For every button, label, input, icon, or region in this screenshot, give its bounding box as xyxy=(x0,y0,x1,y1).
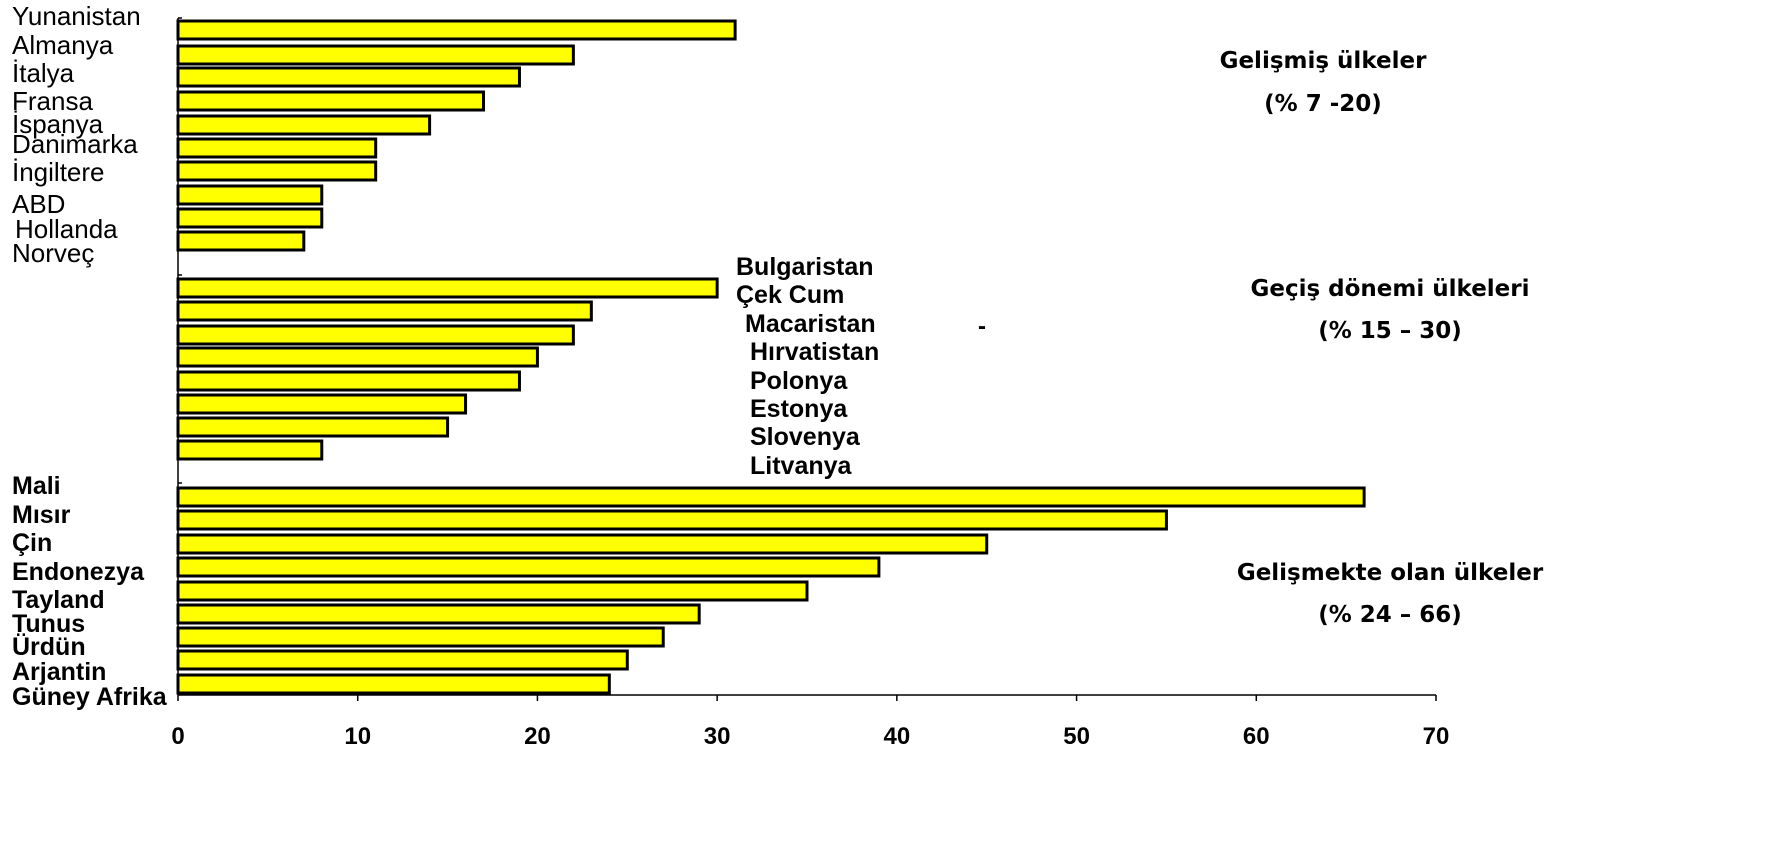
bar xyxy=(176,580,809,602)
group-title: Gelişmekte olan ülkeler xyxy=(1237,560,1544,586)
bar xyxy=(176,66,521,88)
bar xyxy=(176,300,593,322)
x-tick-label: 0 xyxy=(171,723,184,750)
category-label: Güney Afrika xyxy=(12,683,168,711)
category-label: Bulgaristan xyxy=(736,253,874,281)
category-label: Almanya xyxy=(12,30,114,60)
category-label: ABD xyxy=(12,189,65,219)
category-label: Endonezya xyxy=(12,558,145,586)
category-label: Estonya xyxy=(750,395,848,423)
category-label: Slovenya xyxy=(750,423,861,451)
category-label: Arjantin xyxy=(12,658,106,686)
category-label: Mali xyxy=(12,472,61,500)
category-label: Yunanistan xyxy=(12,1,141,31)
category-label: Litvanya xyxy=(750,452,853,480)
category-label: İspanya xyxy=(12,109,104,139)
bar xyxy=(176,207,324,229)
category-label: Çek Cum xyxy=(736,281,844,309)
category-label: Hollanda xyxy=(15,214,118,244)
category-label: Polonya xyxy=(750,367,848,395)
category-label: Ürdün xyxy=(12,632,86,661)
bar xyxy=(176,673,611,695)
category-label: Tunus xyxy=(12,610,85,638)
x-tick-label: 30 xyxy=(704,723,731,750)
x-tick-label: 50 xyxy=(1063,723,1090,750)
category-label: İngiltere xyxy=(12,157,105,187)
bar xyxy=(176,509,1168,531)
bar xyxy=(176,184,324,206)
category-label: Çin xyxy=(12,529,52,557)
bar xyxy=(176,160,378,182)
bar xyxy=(176,439,324,461)
category-label: İtalya xyxy=(12,58,75,88)
x-tick-label: 70 xyxy=(1423,723,1450,750)
x-tick-label: 20 xyxy=(524,723,551,750)
bar xyxy=(176,416,450,438)
x-tick-label: 10 xyxy=(344,723,371,750)
bar xyxy=(176,626,665,648)
category-label: Fransa xyxy=(12,86,93,116)
bar xyxy=(176,649,629,671)
category-label: Danimarka xyxy=(12,129,138,159)
bar xyxy=(176,603,701,625)
bar xyxy=(176,277,719,299)
bar xyxy=(176,393,468,415)
bar xyxy=(176,137,378,159)
bar xyxy=(176,230,306,252)
group-title: Geçiş dönemi ülkeleri xyxy=(1250,276,1529,302)
x-tick-label: 40 xyxy=(884,723,911,750)
category-label: Norveç xyxy=(12,238,94,268)
bar xyxy=(176,370,521,392)
bar xyxy=(176,90,486,112)
bar xyxy=(176,533,989,555)
bar xyxy=(176,19,737,41)
group-range: (% 7 -20) xyxy=(1264,91,1382,117)
group-range: (% 15 – 30) xyxy=(1318,318,1462,344)
group-title: Gelişmiş ülkeler xyxy=(1220,48,1428,74)
annotation-dash: - xyxy=(978,313,986,340)
bar xyxy=(176,114,432,136)
x-tick-label: 60 xyxy=(1243,723,1270,750)
category-label: Hırvatistan xyxy=(750,338,879,366)
bar xyxy=(176,346,539,368)
category-label: Mısır xyxy=(12,501,71,529)
bar xyxy=(176,324,575,346)
category-label: Macaristan xyxy=(745,310,876,338)
bar xyxy=(176,44,575,66)
group-range: (% 24 – 66) xyxy=(1318,602,1462,628)
bar xyxy=(176,556,881,578)
bar xyxy=(176,486,1366,508)
category-label: Tayland xyxy=(12,586,105,614)
